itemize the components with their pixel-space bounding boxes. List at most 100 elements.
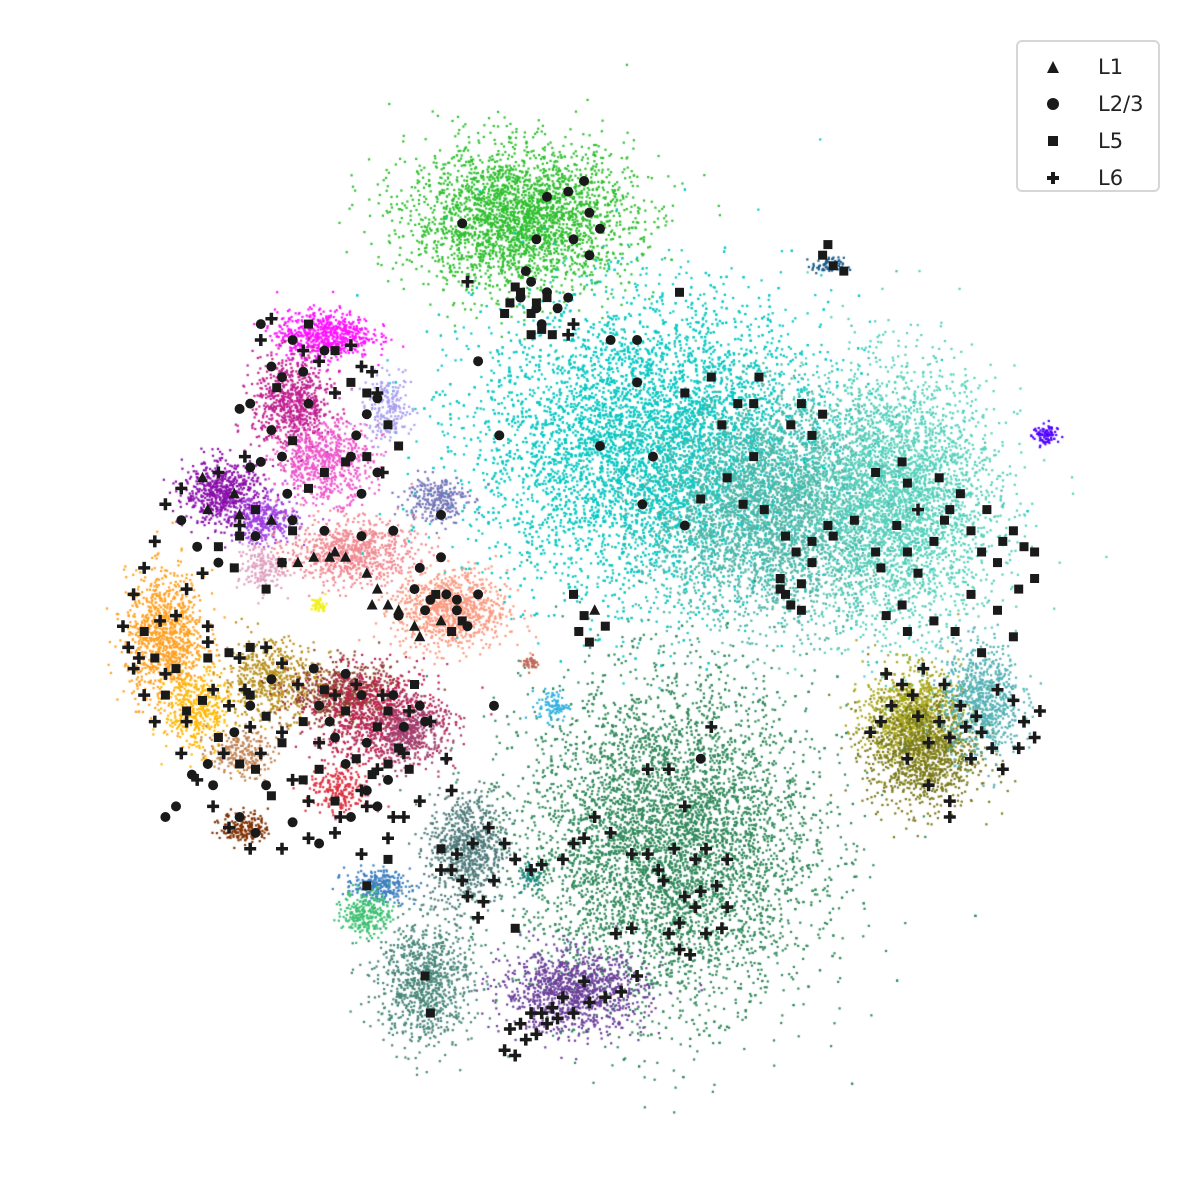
marker-l5-point	[198, 695, 207, 705]
marker-l23-point	[388, 525, 399, 536]
marker-l5-point	[876, 563, 886, 573]
marker-l6-point	[154, 614, 167, 627]
marker-l6-point	[965, 752, 977, 765]
marker-l23-point	[287, 335, 298, 345]
marker-l5-point	[139, 627, 149, 636]
marker-l5-point	[1030, 574, 1040, 583]
marker-l6-point	[207, 800, 220, 813]
marker-l5-point	[266, 791, 276, 801]
marker-l23-point	[186, 769, 197, 780]
marker-l23-point	[255, 456, 266, 467]
marker-l6-point	[986, 742, 999, 755]
marker-l5-point	[754, 372, 764, 382]
marker-l23-point	[632, 335, 643, 345]
marker-l6-point	[530, 1028, 543, 1041]
marker-l23-point	[398, 721, 409, 732]
marker-l23-point	[473, 589, 484, 600]
marker-l6-point	[212, 466, 225, 479]
marker-l6-point	[535, 858, 548, 871]
legend: L1 L2/3 L5 L6	[1016, 40, 1160, 192]
marker-l5-point	[584, 637, 594, 647]
marker-l5-point	[150, 653, 160, 663]
marker-l5-point	[304, 483, 313, 493]
marker-l5-point	[796, 399, 806, 409]
marker-l6-point	[567, 837, 580, 850]
triangle-marker-icon	[1018, 59, 1088, 75]
marker-l5-point	[807, 536, 817, 546]
marker-l23-point	[595, 223, 605, 234]
marker-l5-point	[1008, 632, 1018, 642]
marker-l6-point	[302, 832, 315, 845]
marker-l6-point	[509, 1049, 522, 1062]
marker-l5-point	[680, 388, 690, 398]
marker-l6-point	[445, 784, 458, 797]
marker-l5-point	[298, 775, 308, 785]
marker-l6-point	[556, 853, 569, 866]
marker-l5-point	[786, 600, 796, 610]
marker-l6-point	[355, 360, 368, 373]
marker-l5-point	[574, 627, 584, 636]
marker-l6-point	[562, 328, 575, 341]
marker-l5-point	[330, 346, 340, 356]
legend-item-l5: L5	[1018, 122, 1158, 159]
marker-l6-point	[297, 344, 310, 357]
marker-l23-point	[277, 372, 287, 383]
marker-l23-point	[388, 690, 399, 701]
marker-l6-point	[276, 726, 288, 739]
marker-l5-point	[261, 584, 271, 594]
marker-l6-point	[376, 689, 389, 702]
marker-l5-point	[902, 627, 912, 636]
marker-l1-point	[292, 556, 304, 568]
marker-l5-point	[288, 526, 298, 536]
marker-l23-point	[361, 409, 372, 420]
marker-l6-point	[117, 620, 129, 633]
marker-l5-point	[298, 717, 308, 727]
marker-l6-point	[525, 1007, 538, 1020]
marker-l6-point	[954, 699, 967, 712]
marker-l1-point	[589, 604, 601, 615]
marker-l23-point	[345, 812, 356, 822]
marker-l5-point	[330, 796, 340, 806]
marker-l1-point	[197, 471, 208, 483]
marker-l6-point	[138, 689, 151, 702]
marker-l5-point	[436, 844, 446, 854]
marker-l5-point	[982, 505, 992, 515]
marker-l5-point	[245, 690, 255, 700]
marker-l23-point	[245, 700, 256, 711]
marker-l6-point	[874, 715, 887, 728]
marker-l1-point	[308, 551, 320, 562]
marker-l23-point	[245, 462, 256, 473]
marker-l5-point	[213, 733, 223, 742]
marker-l5-point	[675, 287, 684, 297]
marker-l23-point	[441, 589, 452, 600]
marker-l23-point	[579, 176, 590, 186]
marker-l23-point	[266, 361, 277, 372]
marker-l5-point	[966, 589, 976, 599]
marker-l5-point	[759, 505, 769, 515]
marker-l6-point	[912, 710, 924, 723]
marker-l6-point	[567, 318, 580, 331]
marker-l6-point	[233, 519, 246, 532]
legend-label-l23: L2/3	[1098, 91, 1144, 116]
marker-l6-point	[588, 811, 601, 823]
marker-l6-point	[880, 667, 893, 680]
marker-l5-point	[881, 611, 891, 621]
marker-l1-point	[265, 514, 277, 525]
marker-l6-point	[265, 312, 278, 325]
marker-l6-point	[127, 662, 140, 675]
marker-l23-point	[451, 605, 462, 616]
marker-l23-point	[314, 700, 325, 711]
marker-l23-point	[563, 186, 574, 197]
marker-l5-point	[913, 568, 923, 578]
marker-l6-point	[148, 535, 161, 548]
marker-l5-point	[892, 521, 902, 530]
marker-l5-point	[341, 457, 351, 467]
marker-l6-point	[498, 837, 511, 850]
marker-l6-point	[710, 879, 723, 892]
marker-l6-point	[413, 795, 426, 808]
marker-l6-point	[175, 482, 188, 495]
marker-l23-point	[451, 594, 462, 605]
marker-l6-point	[583, 996, 596, 1009]
marker-l6-point	[371, 763, 384, 776]
marker-l23-point	[234, 403, 245, 414]
